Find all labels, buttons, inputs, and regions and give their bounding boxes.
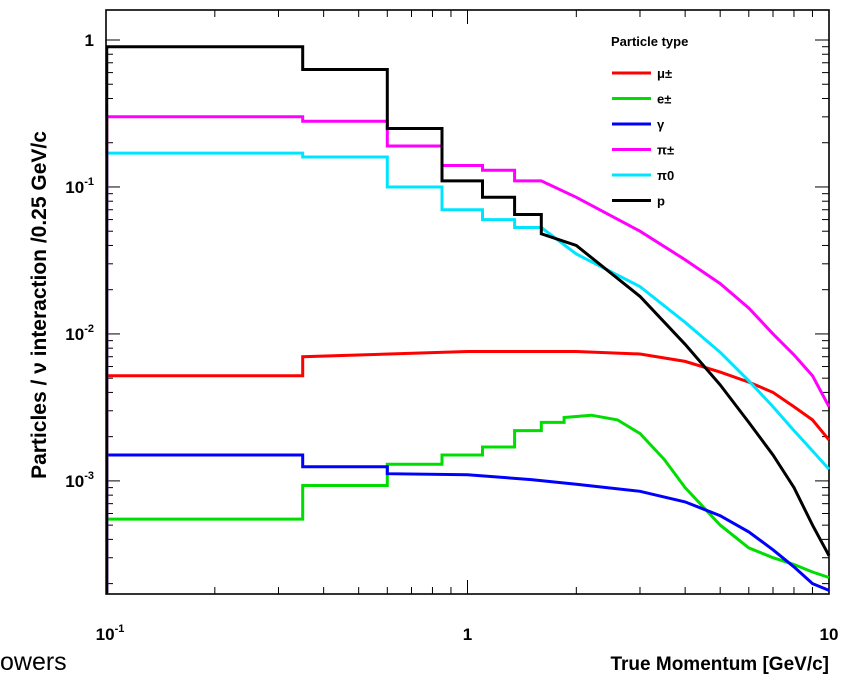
x-axis-title: True Momentum [GeV/c]: [610, 654, 829, 675]
legend-label: μ±: [657, 66, 672, 81]
series-line-2: [106, 413, 830, 579]
y-tick-label: 10-1: [65, 176, 94, 197]
y-tick-label: 10-3: [65, 470, 94, 491]
x-tick-label: 10: [820, 625, 839, 644]
slide-text-fragment: owers: [0, 648, 67, 676]
series-line-5: [106, 151, 831, 471]
legend-label: π±: [657, 143, 674, 158]
y-tick-label: 10-2: [65, 323, 94, 344]
series-line-3: [106, 453, 830, 592]
x-tick-label: 10-1: [96, 623, 125, 644]
y-tick-label: 1: [85, 31, 94, 50]
legend: Particle type μ± e± γ π± π0 p: [611, 34, 688, 209]
tick-labels: 10-1 1 10 1 10-1 10-2 10-3: [65, 31, 838, 644]
legend-label: e±: [657, 92, 671, 107]
legend-label: π0: [657, 168, 674, 183]
plot-frame: [105, 9, 830, 595]
legend-items: μ± e± γ π± π0 p: [612, 66, 674, 209]
legend-title: Particle type: [611, 34, 688, 49]
series-line-1: [106, 350, 831, 441]
y-axis-title: Particles / ν interaction /0.25 GeV/c: [28, 131, 51, 479]
x-tick-label: 1: [463, 625, 472, 644]
series-layer: [105, 45, 831, 594]
legend-label: γ: [657, 117, 665, 132]
series-line-6: [106, 45, 831, 557]
series-line-4: [106, 115, 831, 408]
legend-label: p: [657, 194, 665, 209]
axis-ticks: [105, 10, 829, 594]
